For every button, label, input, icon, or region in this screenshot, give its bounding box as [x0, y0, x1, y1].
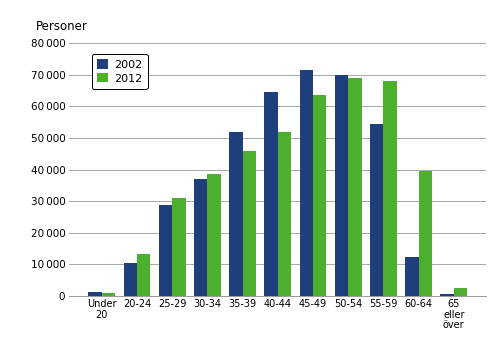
Bar	[207, 174, 221, 296]
Bar	[229, 132, 243, 296]
Bar	[405, 257, 419, 296]
Bar	[88, 292, 102, 296]
Legend: 2002, 2012: 2002, 2012	[92, 54, 148, 89]
Bar	[102, 293, 115, 296]
Bar	[159, 205, 172, 296]
Bar	[313, 95, 326, 296]
Bar	[264, 92, 278, 296]
Bar	[137, 254, 150, 296]
Bar	[278, 132, 291, 296]
Bar	[440, 295, 454, 296]
Bar	[335, 75, 348, 296]
Bar	[370, 124, 383, 296]
Bar	[419, 171, 432, 296]
Text: Personer: Personer	[36, 20, 88, 33]
Bar	[124, 263, 137, 296]
Bar	[383, 81, 397, 296]
Bar	[454, 288, 467, 296]
Bar	[194, 179, 207, 296]
Bar	[300, 70, 313, 296]
Bar	[348, 78, 362, 296]
Bar	[243, 151, 256, 296]
Bar	[172, 198, 186, 296]
